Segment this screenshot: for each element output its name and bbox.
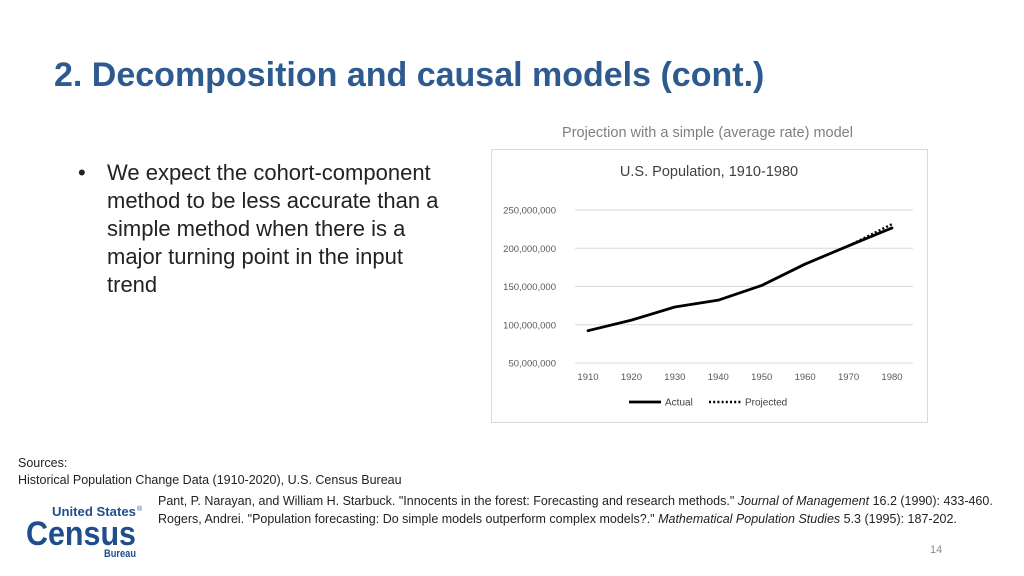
chart-caption: Projection with a simple (average rate) … (562, 125, 853, 141)
bullet-text: We expect the cohort-component method to… (107, 160, 439, 297)
y-tick-label: 50,000,000 (508, 359, 556, 370)
source-census: Historical Population Change Data (1910-… (18, 473, 402, 487)
logo-bureau: Bureau (104, 548, 136, 559)
x-tick-label: 1920 (621, 372, 642, 383)
ref2-journal: Mathematical Population Studies (658, 511, 841, 526)
chart-container: U.S. Population, 1910-1980 50,000,000 100,… (491, 149, 928, 423)
reference-rogers: Rogers, Andrei. "Population forecasting:… (158, 511, 998, 529)
bullet-item: • We expect the cohort-component method … (78, 159, 448, 299)
ref2-text: Rogers, Andrei. "Population forecasting:… (158, 511, 659, 526)
x-tick-label: 1960 (795, 372, 816, 383)
y-tick-label: 200,000,000 (503, 244, 556, 255)
y-tick-label: 250,000,000 (503, 206, 556, 217)
x-tick-label: 1970 (838, 372, 859, 383)
x-tick-label: 1930 (664, 372, 685, 383)
legend-label-projected: Projected (745, 398, 787, 409)
y-tick-label: 150,000,000 (503, 282, 556, 293)
y-tick-label: 100,000,000 (503, 320, 556, 331)
page-number: 14 (930, 544, 943, 556)
references: Pant, P. Narayan, and William H. Starbuc… (158, 493, 998, 528)
sources-heading: Sources: (18, 456, 68, 470)
ref1-text: Pant, P. Narayan, and William H. Starbuc… (158, 494, 738, 508)
ref1-journal: Journal of Management (737, 494, 870, 508)
x-tick-label: 1950 (751, 372, 772, 383)
legend-label-actual: Actual (665, 398, 693, 409)
ref1-tail: 16.2 (1990): 433-460. (869, 494, 993, 508)
bullet-dot: • (78, 160, 86, 185)
ref2-tail: 5.3 (1995): 187-202. (840, 511, 957, 526)
census-bureau-logo: United States ® Census Bureau (26, 504, 143, 559)
chart-title: U.S. Population, 1910-1980 (620, 164, 798, 180)
population-chart: U.S. Population, 1910-1980 50,000,000 100,… (503, 164, 913, 409)
logo-united-states: United States (52, 504, 136, 519)
logo-registered: ® (137, 505, 143, 513)
series-line-actual (586, 226, 894, 333)
slide-title: 2. Decomposition and causal models (cont… (54, 56, 765, 94)
x-tick-label: 1910 (577, 372, 598, 383)
sources-block: Sources: Historical Population Change Da… (18, 455, 402, 489)
x-tick-label: 1980 (881, 372, 902, 383)
logo-census: Census (26, 515, 136, 553)
x-tick-label: 1940 (708, 372, 729, 383)
reference-pant: Pant, P. Narayan, and William H. Starbuc… (158, 493, 998, 511)
